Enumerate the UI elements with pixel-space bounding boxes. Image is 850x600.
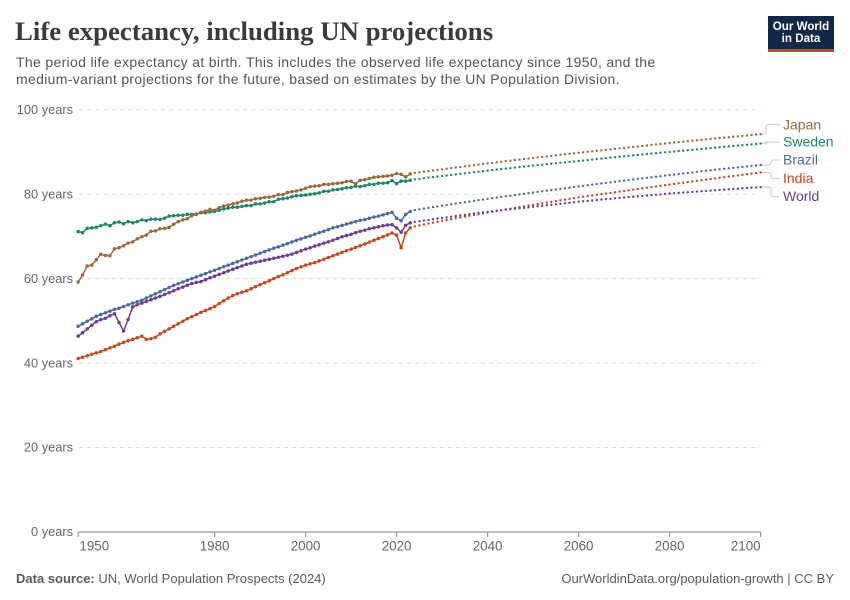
svg-text:2020: 2020 xyxy=(382,539,412,554)
svg-text:60 years: 60 years xyxy=(24,271,73,286)
svg-text:Sweden: Sweden xyxy=(783,134,834,150)
svg-text:2040: 2040 xyxy=(473,539,503,554)
svg-text:Japan: Japan xyxy=(783,116,821,132)
svg-text:0 years: 0 years xyxy=(31,524,73,539)
svg-text:2100: 2100 xyxy=(731,539,761,554)
svg-text:2080: 2080 xyxy=(655,539,685,554)
svg-text:World: World xyxy=(783,188,819,204)
svg-text:Brazil: Brazil xyxy=(783,152,818,168)
svg-text:2000: 2000 xyxy=(291,539,321,554)
svg-text:1950: 1950 xyxy=(79,539,109,554)
svg-text:2060: 2060 xyxy=(564,539,594,554)
svg-text:20 years: 20 years xyxy=(24,440,73,455)
svg-text:80 years: 80 years xyxy=(24,186,73,201)
svg-text:40 years: 40 years xyxy=(24,355,73,370)
svg-text:100 years: 100 years xyxy=(17,102,73,117)
svg-text:India: India xyxy=(783,170,814,186)
svg-text:1980: 1980 xyxy=(200,539,230,554)
